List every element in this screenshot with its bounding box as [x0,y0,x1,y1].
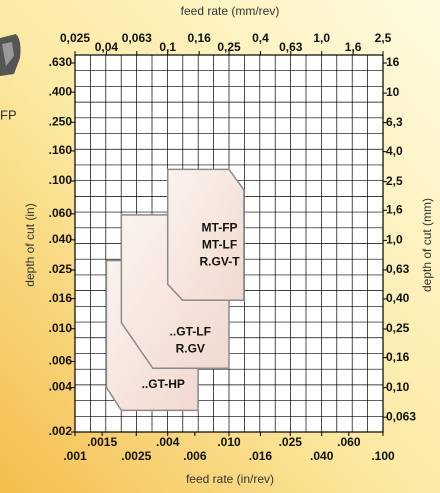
x2-tick-label: 1,0 [313,31,330,45]
y2-tick-label: 0,25 [386,321,410,335]
y2-tick-label: 2,5 [386,174,403,188]
x-tick-label: .025 [279,435,303,449]
x2-tick-label: 0,4 [252,31,269,45]
y-title: depth of cut (in) [23,203,37,286]
x2-tick-label: 0,025 [60,31,90,45]
y-tick-label: .060 [49,206,73,220]
region-label: R.GV [176,341,205,355]
y2-tick-label: 0,063 [386,409,416,423]
x2-tick-label: 1,6 [345,40,362,54]
y-tick-label: .025 [49,262,73,276]
x-tick-label: .016 [249,449,273,463]
y2-tick-label: 1,0 [386,233,403,247]
y2-title: depth of cut (mm) [420,198,434,292]
region-label: ..GT-LF [170,324,211,338]
x2-tick-label: 0,063 [122,31,152,45]
y2-tick-label: 0,40 [386,291,410,305]
x2-tick-label: 0,1 [159,40,176,54]
x-tick-label: .040 [310,449,334,463]
region-label: R.GV-T [200,254,241,268]
x-tick-label: .100 [371,449,395,463]
y2-tick-label: 0,63 [386,262,410,276]
y-tick-label: .630 [49,55,73,69]
y2-tick-label: 6,3 [386,115,403,129]
region-label: ..GT-HP [142,377,185,391]
y2-tick-label: 0,16 [386,350,410,364]
x2-title: feed rate (mm/rev) [181,4,280,18]
x2-tick-label: 0,63 [279,40,303,54]
x-tick-label: .001 [63,449,87,463]
y-tick-label: .160 [49,143,73,157]
y-tick-label: .100 [49,173,73,187]
x2-tick-label: 0,25 [217,40,241,54]
x-title: feed rate (in/rev) [186,472,274,486]
x2-tick-label: 0,04 [95,40,119,54]
side-label: FP [0,107,17,122]
x-tick-label: .060 [337,435,361,449]
y2-tick-label: 10 [386,85,400,99]
y-tick-label: .002 [49,424,73,438]
x2-tick-label: 0,16 [187,31,211,45]
x-tick-label: .004 [156,435,180,449]
y-tick-label: .400 [49,84,73,98]
region-label: MT-LF [202,237,237,251]
y-tick-label: .010 [49,321,73,335]
x-tick-label: .006 [183,449,207,463]
y-tick-label: .016 [49,291,73,305]
y2-tick-label: 1,6 [386,202,403,216]
x-tick-label: .0015 [87,435,117,449]
x2-tick-label: 2,5 [375,31,392,45]
y2-tick-label: 4,0 [386,144,403,158]
y-tick-label: .006 [49,354,73,368]
y-tick-label: .040 [49,232,73,246]
region-label: MT-FP [202,220,238,234]
y-tick-label: .250 [49,114,73,128]
y2-tick-label: 0,10 [386,380,410,394]
x-tick-label: .0025 [121,449,151,463]
region [166,168,245,301]
insert-highlight [2,42,14,66]
x-tick-label: .010 [217,435,241,449]
y-tick-label: .004 [49,380,73,394]
y2-tick-label: 16 [386,55,400,69]
